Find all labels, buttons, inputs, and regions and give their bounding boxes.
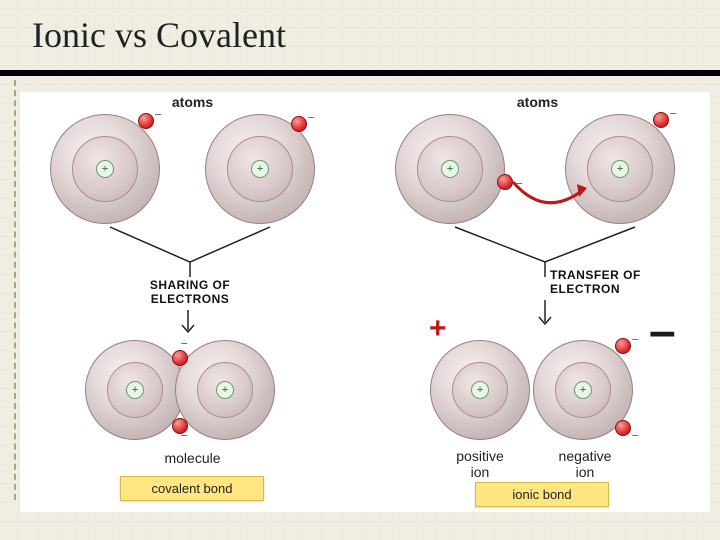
electron-icon: − bbox=[291, 116, 305, 130]
nucleus-plus-icon: + bbox=[574, 381, 592, 399]
nucleus-plus-icon: + bbox=[216, 381, 234, 399]
atoms-label-right: atoms bbox=[365, 94, 710, 110]
transfer-caption: TRANSFER OF ELECTRON bbox=[550, 268, 670, 296]
ionic-column: atoms + − + − TRANSFER OF ELECTRON bbox=[365, 92, 710, 512]
nucleus-plus-icon: + bbox=[96, 160, 114, 178]
electron-icon: − bbox=[615, 338, 629, 352]
arrow-down-right bbox=[525, 300, 565, 330]
nucleus-plus-icon: + bbox=[611, 160, 629, 178]
covalent-bond-label: covalent bond bbox=[120, 476, 264, 501]
nucleus-plus-icon: + bbox=[251, 160, 269, 178]
nucleus-plus-icon: + bbox=[471, 381, 489, 399]
negative-ion-label: negative ion bbox=[540, 448, 630, 480]
shared-electron-top: − bbox=[172, 350, 186, 364]
left-stitch bbox=[14, 80, 18, 500]
covalent-atom-1: + − bbox=[50, 114, 160, 224]
nucleus-plus-icon: + bbox=[441, 160, 459, 178]
shared-electron-bottom: − bbox=[172, 418, 186, 432]
arrow-down-left bbox=[168, 310, 208, 338]
molecule-label: molecule bbox=[20, 450, 365, 466]
negative-ion: + − − bbox=[533, 340, 633, 440]
y-connector-left bbox=[80, 222, 300, 282]
page-title: Ionic vs Covalent bbox=[32, 14, 286, 56]
positive-ion-label: positive ion bbox=[435, 448, 525, 480]
title-rule bbox=[0, 70, 720, 76]
nucleus-plus-icon: + bbox=[126, 381, 144, 399]
electron-icon: − bbox=[615, 420, 629, 434]
molecule-atom-a: + bbox=[85, 340, 185, 440]
sharing-caption: SHARING OF ELECTRONS bbox=[135, 278, 245, 306]
transfer-arrow-icon bbox=[505, 164, 595, 224]
covalent-atom-2: + − bbox=[205, 114, 315, 224]
covalent-column: atoms + − + − SHARING OF ELECTRONS bbox=[20, 92, 365, 512]
electron-icon: − bbox=[138, 113, 152, 127]
big-minus-sign: – bbox=[649, 304, 672, 359]
electron-icon: − bbox=[653, 112, 667, 126]
ionic-bond-label: ionic bond bbox=[475, 482, 609, 507]
positive-ion: + bbox=[430, 340, 530, 440]
diagram-panel: atoms + − + − SHARING OF ELECTRONS bbox=[20, 92, 710, 512]
atoms-label-left: atoms bbox=[20, 94, 365, 110]
molecule-atom-b: + bbox=[175, 340, 275, 440]
ionic-atom-donor: + − bbox=[395, 114, 505, 224]
